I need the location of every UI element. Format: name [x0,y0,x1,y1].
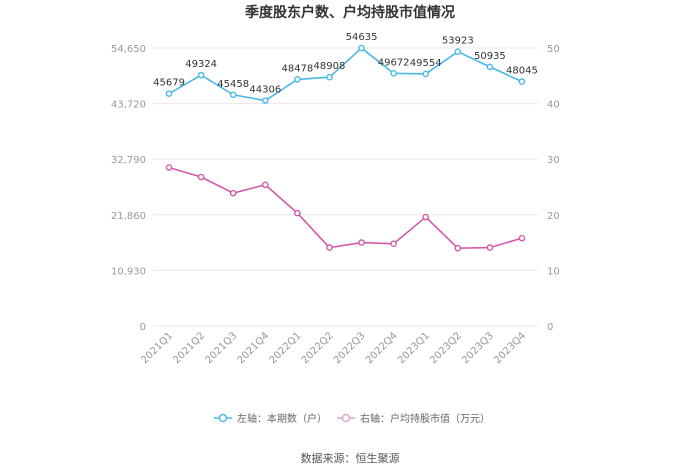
legend-label: 左轴：本期数（户） [237,412,327,425]
legend[interactable]: 左轴：本期数（户） 右轴：户均持股市值（万元） [214,412,490,425]
data-label: 50935 [474,51,506,62]
left-series-point [326,73,333,81]
data-label: 53923 [442,36,474,47]
left-series-point [518,78,526,85]
x-tick-label: 2021Q4 [236,330,272,366]
right-series-point [390,240,397,248]
data-source: 数据来源：恒生聚源 [301,451,400,465]
left-series-point [422,70,430,78]
data-label: 48045 [506,66,538,77]
right-series-point [486,244,494,251]
right-series-point [165,164,173,171]
x-tick-label: 2022Q4 [364,330,400,366]
left-tick-label: 21,860 [111,211,146,222]
data-label: 49672 [378,57,410,68]
data-label: 54635 [346,32,378,43]
right-series-point [518,234,526,242]
x-tick-label: 2022Q2 [300,330,336,366]
x-tick-label: 2022Q3 [332,330,368,366]
left-series-point [454,48,462,55]
left-series-point [486,63,494,71]
x-tick-label: 2022Q1 [268,330,304,366]
grid-lines [153,47,538,327]
data-label: 44306 [249,85,281,96]
right-series-point [422,213,430,221]
legend-marker-icon [218,413,228,423]
left-tick-label: 0 [140,322,146,333]
data-label: 49324 [185,59,217,70]
left-series-point [358,44,365,52]
left-tick-label: 32,790 [111,155,146,166]
x-tick-label: 2023Q4 [492,330,528,366]
data-label: 48478 [281,63,313,74]
left-series-line [168,47,523,102]
data-label: 49554 [410,58,442,69]
x-tick-label: 2023Q2 [428,330,464,366]
left-series-point [165,90,173,97]
right-tick-label: 40 [547,100,560,111]
right-series-line [168,166,523,249]
left-tick-label: 10,930 [111,266,146,277]
left-tick-label: 43,720 [111,100,146,111]
x-axis-ticks: 2021Q12021Q22021Q32021Q42022Q12022Q22022… [139,330,528,366]
left-series-point [197,71,205,79]
chart-title: 季度股东户数、户均持股市值情况 [244,4,455,21]
right-series-point [294,209,301,217]
x-tick-label: 2021Q3 [203,330,239,366]
data-label: 45458 [217,79,249,90]
right-series-point [454,244,462,252]
x-tick-label: 2023Q3 [460,330,496,366]
right-tick-label: 30 [547,155,560,166]
right-tick-label: 0 [547,322,553,333]
left-axis-ticks: 0 10,930 21,860 32,790 43,720 54,650 [111,44,146,333]
left-series-point [261,97,269,104]
right-series-point [326,244,333,251]
legend-marker-icon [341,413,351,423]
left-series-point [390,70,397,77]
x-tick-label: 2021Q1 [139,330,175,366]
left-tick-label: 54,650 [111,44,146,55]
data-label: 48908 [314,61,346,72]
right-tick-label: 20 [547,211,560,222]
right-tick-label: 10 [547,266,560,277]
legend-item[interactable]: 右轴：户均持股市值（万元） [337,412,490,425]
data-label: 45679 [153,78,185,89]
right-series-point [229,189,237,197]
legend-item[interactable]: 左轴：本期数（户） [214,412,327,425]
right-series-point [261,181,269,189]
right-series-point [197,173,205,181]
legend-label: 右轴：户均持股市值（万元） [360,412,490,425]
x-tick-label: 2023Q1 [396,330,432,366]
left-series-point [229,91,237,99]
right-tick-label: 50 [547,44,560,55]
x-tick-label: 2021Q2 [171,330,207,366]
right-series-point [358,239,365,246]
left-series-point [294,76,301,83]
right-axis-ticks: 0 10 20 30 40 50 [547,44,560,333]
